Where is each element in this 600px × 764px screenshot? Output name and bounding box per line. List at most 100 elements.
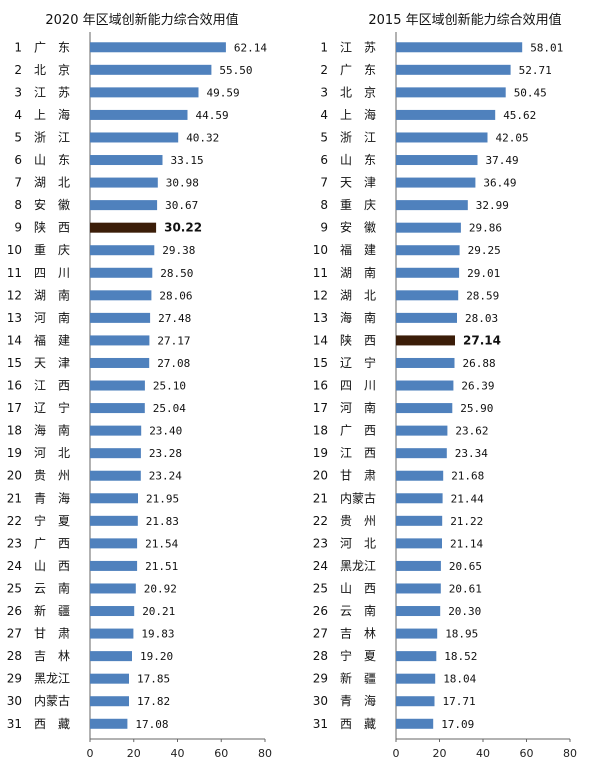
rank-label: 26 <box>7 604 22 618</box>
category-label: 贵 州 <box>340 514 376 528</box>
bar <box>396 155 478 166</box>
data-label: 20.21 <box>142 605 175 618</box>
data-label: 26.88 <box>463 357 496 370</box>
x-tick-label: 20 <box>433 747 447 760</box>
rank-label: 8 <box>14 198 22 212</box>
rank-label: 19 <box>313 446 328 460</box>
chart-title: 2020 年区域创新能力综合效用值 <box>45 12 238 28</box>
bar <box>396 132 488 143</box>
category-label: 广 西 <box>340 424 376 438</box>
bar <box>396 606 441 617</box>
data-label: 21.22 <box>450 515 483 528</box>
bar <box>90 515 138 526</box>
data-label: 20.30 <box>448 605 481 618</box>
rank-label: 29 <box>313 672 328 686</box>
rank-label: 16 <box>7 379 22 393</box>
chart-panel-2015: 2015 年区域创新能力综合效用值 1 江 苏 58.01 2 广 东 52.71 3 北 京… <box>300 0 600 764</box>
data-label: 50.45 <box>514 86 547 99</box>
rank-label: 21 <box>7 491 22 505</box>
category-label: 山 西 <box>34 559 70 573</box>
bar <box>90 493 138 504</box>
rank-label: 13 <box>7 311 22 325</box>
data-label: 21.95 <box>146 492 179 505</box>
category-label: 海 南 <box>340 310 376 325</box>
data-label: 19.20 <box>140 650 173 663</box>
bar <box>90 696 129 707</box>
x-tick-label: 20 <box>127 747 141 760</box>
category-label: 四 川 <box>340 379 376 393</box>
data-label: 25.04 <box>153 402 186 415</box>
data-label: 42.05 <box>496 131 529 144</box>
category-label: 江 西 <box>34 379 70 393</box>
data-label: 45.62 <box>503 109 536 122</box>
category-label: 宁 夏 <box>340 648 376 663</box>
category-label: 河 南 <box>34 310 70 325</box>
x-tick-label: 40 <box>476 747 490 760</box>
data-label: 27.14 <box>463 333 501 347</box>
category-label: 广 东 <box>340 63 376 77</box>
bar <box>396 312 457 323</box>
data-label: 30.98 <box>166 177 199 190</box>
rank-label: 5 <box>14 130 22 144</box>
bar <box>396 696 435 707</box>
category-label: 贵 州 <box>34 469 70 483</box>
category-label: 山 西 <box>340 581 376 595</box>
data-label: 23.40 <box>149 425 182 438</box>
rank-label: 8 <box>320 198 328 212</box>
category-label: 安 徽 <box>340 220 376 235</box>
category-label: 内蒙古 <box>34 693 70 708</box>
bar <box>90 132 179 143</box>
rank-label: 23 <box>313 536 328 550</box>
bar <box>90 177 158 188</box>
category-label: 江 苏 <box>34 85 70 99</box>
category-label: 新 疆 <box>340 671 376 686</box>
data-label: 28.06 <box>159 289 192 302</box>
bar <box>90 425 142 436</box>
category-label: 宁 夏 <box>34 513 70 528</box>
data-label: 36.49 <box>483 177 516 190</box>
data-label: 23.34 <box>455 447 488 460</box>
x-tick-label: 80 <box>258 747 272 760</box>
bar <box>90 357 150 368</box>
data-label: 25.90 <box>460 402 493 415</box>
data-label: 32.99 <box>476 199 509 212</box>
data-label: 17.71 <box>443 695 476 708</box>
bar <box>396 357 455 368</box>
rank-label: 30 <box>7 694 22 708</box>
rank-label: 25 <box>313 581 328 595</box>
bar <box>90 470 141 481</box>
bar <box>90 87 199 98</box>
rank-label: 27 <box>313 627 328 641</box>
category-label: 北 京 <box>340 85 376 99</box>
category-label: 湖 南 <box>34 287 70 302</box>
category-label: 青 海 <box>34 490 70 505</box>
data-label: 28.50 <box>160 267 193 280</box>
category-label: 云 南 <box>34 580 70 595</box>
bar <box>396 177 476 188</box>
category-label: 海 南 <box>34 423 70 438</box>
bar <box>90 560 138 571</box>
x-tick-label: 0 <box>393 747 400 760</box>
rank-label: 13 <box>313 311 328 325</box>
data-label: 18.95 <box>445 628 478 641</box>
bar <box>396 470 444 481</box>
category-label: 北 京 <box>34 63 70 77</box>
category-label: 西 藏 <box>340 717 376 731</box>
category-label: 上 海 <box>34 107 70 122</box>
data-label: 19.83 <box>141 628 174 641</box>
category-label: 重 庆 <box>34 243 70 257</box>
bar <box>90 42 226 53</box>
data-label: 21.68 <box>451 470 484 483</box>
data-label: 21.44 <box>451 492 484 505</box>
data-label: 30.22 <box>164 221 202 235</box>
category-label: 吉 林 <box>34 649 70 663</box>
data-label: 29.38 <box>162 244 195 257</box>
category-label: 安 徽 <box>34 197 70 212</box>
category-label: 陕 西 <box>340 332 376 347</box>
data-label: 23.62 <box>455 425 488 438</box>
data-label: 21.54 <box>145 537 178 550</box>
bar <box>90 200 158 211</box>
bar <box>90 245 155 256</box>
bar <box>396 448 447 459</box>
data-label: 62.14 <box>234 41 267 54</box>
